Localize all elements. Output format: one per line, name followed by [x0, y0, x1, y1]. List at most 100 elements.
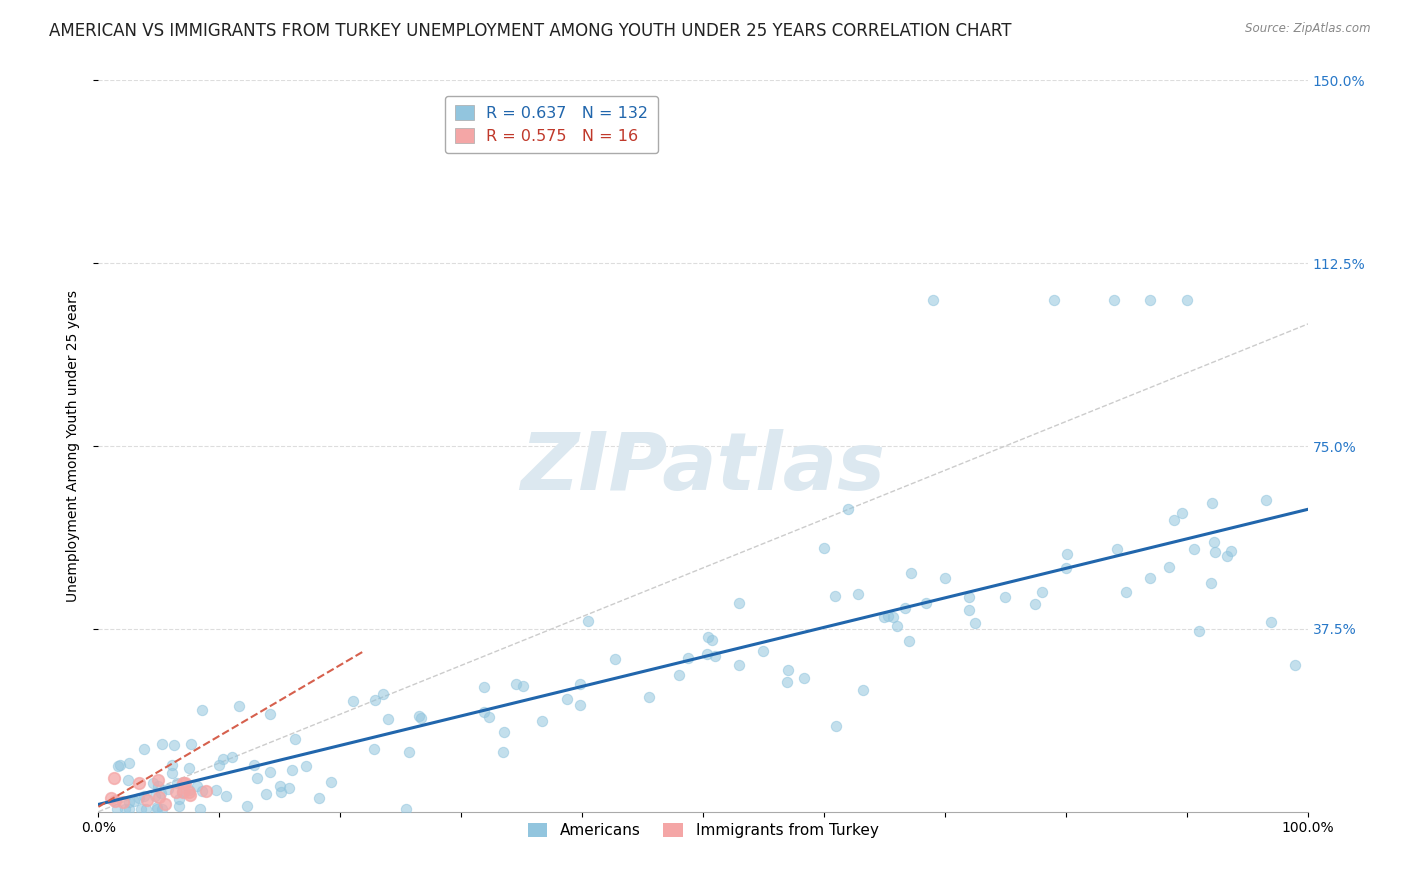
Point [118, 795, 141, 809]
Point [135, 802, 157, 816]
Point [172, 785, 194, 799]
Point [894, 600, 917, 615]
Point [696, 648, 718, 662]
Point [882, 610, 904, 624]
Point [886, 618, 908, 632]
Point [512, 679, 534, 693]
Point [259, 706, 281, 721]
Point [1284, 658, 1306, 673]
Point [776, 663, 799, 677]
Point [371, 687, 394, 701]
Point [104, 794, 127, 808]
Point [478, 709, 501, 723]
Point [557, 692, 579, 706]
Point [1202, 534, 1225, 549]
Point [637, 690, 659, 704]
Point [150, 802, 173, 816]
Point [114, 802, 136, 816]
Point [696, 630, 718, 644]
Point [308, 791, 330, 805]
Point [118, 802, 141, 816]
Point [118, 756, 141, 771]
Point [150, 737, 173, 751]
Point [994, 590, 1017, 604]
Point [124, 794, 146, 808]
Point [897, 634, 920, 648]
Point [212, 752, 235, 766]
Point [169, 791, 191, 805]
Point [1175, 293, 1198, 307]
Point [1201, 496, 1223, 510]
Point [134, 789, 156, 804]
Point [492, 745, 515, 759]
Point [364, 693, 387, 707]
Point [1204, 545, 1226, 559]
Point [1260, 615, 1282, 629]
Point [128, 776, 150, 790]
Point [172, 775, 194, 789]
Point [136, 793, 159, 807]
Point [281, 763, 304, 777]
Point [576, 615, 599, 629]
Point [530, 714, 553, 728]
Point [727, 596, 749, 610]
Point [108, 758, 131, 772]
Point [186, 779, 208, 793]
Point [179, 761, 201, 775]
Point [284, 732, 307, 747]
Point [259, 764, 281, 779]
Point [793, 671, 815, 685]
Point [105, 802, 128, 816]
Text: Source: ZipAtlas.com: Source: ZipAtlas.com [1246, 22, 1371, 36]
Point [243, 758, 266, 772]
Point [1031, 585, 1053, 599]
Point [752, 644, 775, 658]
Point [180, 737, 202, 751]
Text: AMERICAN VS IMMIGRANTS FROM TURKEY UNEMPLOYMENT AMONG YOUTH UNDER 25 YEARS CORRE: AMERICAN VS IMMIGRANTS FROM TURKEY UNEMP… [49, 22, 1012, 40]
Point [1042, 293, 1064, 307]
Point [1115, 585, 1137, 599]
Point [160, 766, 183, 780]
Point [957, 603, 980, 617]
Point [603, 652, 626, 666]
Point [170, 785, 193, 799]
Point [877, 609, 900, 624]
Point [873, 609, 896, 624]
Point [411, 711, 433, 725]
Point [177, 784, 200, 798]
Point [676, 651, 699, 665]
Point [319, 775, 342, 789]
Point [1139, 293, 1161, 307]
Point [965, 616, 987, 631]
Point [377, 712, 399, 726]
Point [221, 750, 243, 764]
Point [915, 596, 938, 610]
Point [846, 587, 869, 601]
Point [1188, 624, 1211, 639]
Point [190, 783, 212, 797]
Point [1219, 543, 1241, 558]
Point [129, 802, 152, 816]
Point [146, 799, 169, 814]
Y-axis label: Unemployment Among Youth under 25 years: Unemployment Among Youth under 25 years [66, 290, 80, 602]
Point [900, 566, 922, 581]
Point [921, 293, 943, 307]
Point [162, 739, 184, 753]
Point [269, 779, 291, 793]
Point [1170, 506, 1192, 520]
Point [1054, 561, 1077, 575]
Point [851, 682, 873, 697]
Point [728, 658, 751, 673]
Point [1215, 549, 1237, 563]
Point [472, 705, 495, 719]
Point [398, 745, 420, 759]
Point [1163, 513, 1185, 527]
Point [188, 802, 211, 816]
Point [270, 784, 292, 798]
Point [165, 785, 187, 799]
Point [934, 571, 956, 585]
Point [155, 797, 177, 811]
Point [568, 676, 591, 690]
Point [1102, 293, 1125, 307]
Point [813, 541, 835, 556]
